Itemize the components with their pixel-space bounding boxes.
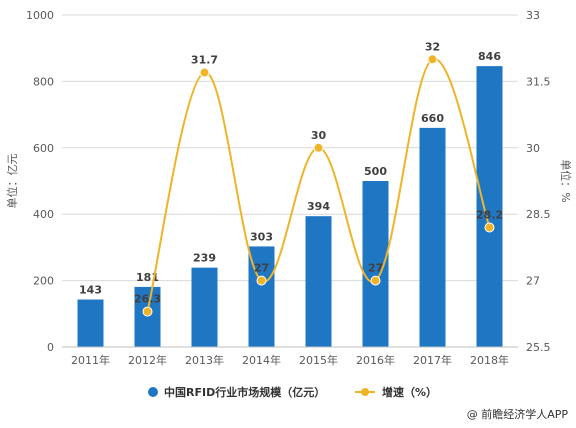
bar-value-label: 660 [421, 112, 444, 125]
bar [191, 267, 218, 347]
legend-bar-label: 中国RFID行业市场规模（亿元） [164, 385, 325, 399]
bar [305, 216, 332, 347]
right-tick-label: 28.5 [526, 208, 551, 221]
left-tick-label: 1000 [26, 9, 54, 22]
right-tick-label: 30 [526, 142, 540, 155]
growth-value-label: 32 [425, 40, 440, 53]
left-tick-label: 600 [33, 142, 54, 155]
bar-value-label: 303 [250, 230, 273, 243]
bar [134, 286, 161, 347]
left-axis-title: 单位：亿元 [5, 154, 19, 209]
legend-bar-swatch [148, 387, 158, 397]
x-tick-label: 2013年 [185, 353, 224, 367]
x-axis-ticks: 2011年 2012年 2013年 2014年 2015年 2016年 2017年 2018年 [62, 346, 518, 367]
source-credit: @ 前瞻经济学人APP [466, 408, 568, 421]
growth-point [427, 54, 438, 65]
x-tick-label: 2012年 [128, 353, 167, 367]
left-tick-label: 800 [33, 75, 54, 88]
x-tick-label: 2014年 [242, 353, 281, 367]
growth-value-label: 31.7 [191, 54, 218, 67]
growth-value-label: 26.3 [134, 293, 161, 306]
bar [77, 299, 104, 347]
x-tick-label: 2016年 [356, 353, 395, 367]
legend-line-dot [361, 388, 369, 396]
legend-line-label: 增速（%） [382, 385, 437, 399]
right-tick-label: 25.5 [526, 341, 551, 354]
left-tick-label: 200 [33, 275, 54, 288]
right-tick-label: 27 [526, 275, 540, 288]
right-tick-label: 31.5 [526, 75, 551, 88]
growth-point [142, 306, 153, 317]
growth-value-label: 27 [368, 262, 383, 275]
growth-point [199, 67, 210, 78]
growth-value-label: 27 [254, 262, 269, 275]
growth-point [313, 142, 324, 153]
x-tick-label: 2017年 [413, 353, 452, 367]
left-axis-ticks: 0 200 400 600 800 1000 [26, 9, 54, 354]
bar-value-label: 394 [307, 200, 330, 213]
bar-value-label: 500 [364, 165, 387, 178]
left-tick-label: 400 [33, 208, 54, 221]
growth-point [484, 222, 495, 233]
bar [419, 127, 446, 347]
growth-value-label: 28.2 [476, 208, 503, 221]
legend: 中国RFID行业市场规模（亿元） 增速（%） [148, 385, 437, 399]
bar-value-label: 143 [79, 284, 102, 297]
growth-point [256, 275, 267, 286]
x-tick-label: 2011年 [71, 353, 110, 367]
x-tick-label: 2015年 [299, 353, 338, 367]
line-series: 26.3 31.7 27 30 27 32 28.2 [134, 40, 503, 317]
right-axis-title: 单位：% [559, 159, 573, 202]
growth-point [370, 275, 381, 286]
right-axis-ticks: 25.5 27 28.5 30 31.5 33 [526, 9, 551, 354]
left-tick-label: 0 [47, 341, 54, 354]
bar-value-label: 846 [478, 50, 501, 63]
growth-value-label: 30 [311, 129, 327, 142]
right-tick-label: 33 [526, 9, 540, 22]
x-tick-label: 2018年 [470, 353, 509, 367]
gridlines [62, 14, 518, 348]
bar-value-label: 239 [193, 252, 216, 265]
bar [476, 66, 503, 348]
